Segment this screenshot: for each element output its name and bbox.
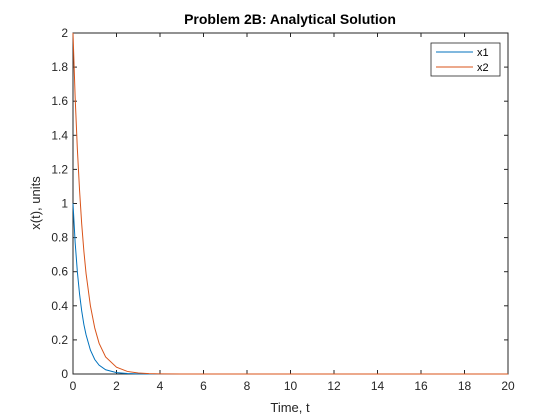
x-tick-label: 4 <box>157 379 164 393</box>
y-tick-label: 0.4 <box>51 299 68 313</box>
y-tick-label: 2 <box>61 26 68 40</box>
y-tick-label: 0.2 <box>51 333 68 347</box>
series-line-x2 <box>72 32 508 375</box>
legend: x1 x2 <box>430 42 501 77</box>
y-tick-label: 0.8 <box>51 231 68 245</box>
y-tick-label: 1.8 <box>51 60 68 74</box>
x-tick-label: 6 <box>200 379 207 393</box>
y-tick-label: 1.4 <box>51 128 68 142</box>
y-axis-label: x(t), units <box>28 176 43 230</box>
y-tick-label: 1.6 <box>51 94 68 108</box>
x-axis: 0 2 4 6 8 10 12 14 16 18 20 <box>70 33 515 393</box>
legend-label-x1: x1 <box>477 47 489 59</box>
y-tick-label: 1.2 <box>51 162 68 176</box>
y-axis: 0 0.2 0.4 0.6 0.8 1 1.2 1.4 1.6 1.8 2 <box>51 26 508 381</box>
x-tick-label: 20 <box>501 379 515 393</box>
y-tick-label: 1 <box>61 197 68 211</box>
x-tick-label: 8 <box>244 379 251 393</box>
plot-area: 0 2 4 6 8 10 12 14 16 18 20 0 0.2 0.4 0.6 0.8 1 1.2 1.4 1.… <box>51 26 515 393</box>
y-tick-label: 0 <box>61 367 68 381</box>
x-tick-label: 0 <box>70 379 77 393</box>
x-tick-label: 16 <box>414 379 428 393</box>
legend-box <box>430 42 501 77</box>
legend-label-x2: x2 <box>477 62 489 74</box>
x-tick-label: 10 <box>284 379 298 393</box>
x-tick-label: 14 <box>371 379 385 393</box>
x-tick-label: 18 <box>458 379 472 393</box>
y-tick-label: 0.6 <box>51 265 68 279</box>
chart-title: Problem 2B: Analytical Solution <box>184 11 396 27</box>
series-lines <box>72 32 508 375</box>
x-tick-label: 2 <box>113 379 120 393</box>
x-tick-label: 12 <box>327 379 341 393</box>
x-axis-label: Time, t <box>270 400 310 415</box>
axes-box <box>72 32 509 375</box>
